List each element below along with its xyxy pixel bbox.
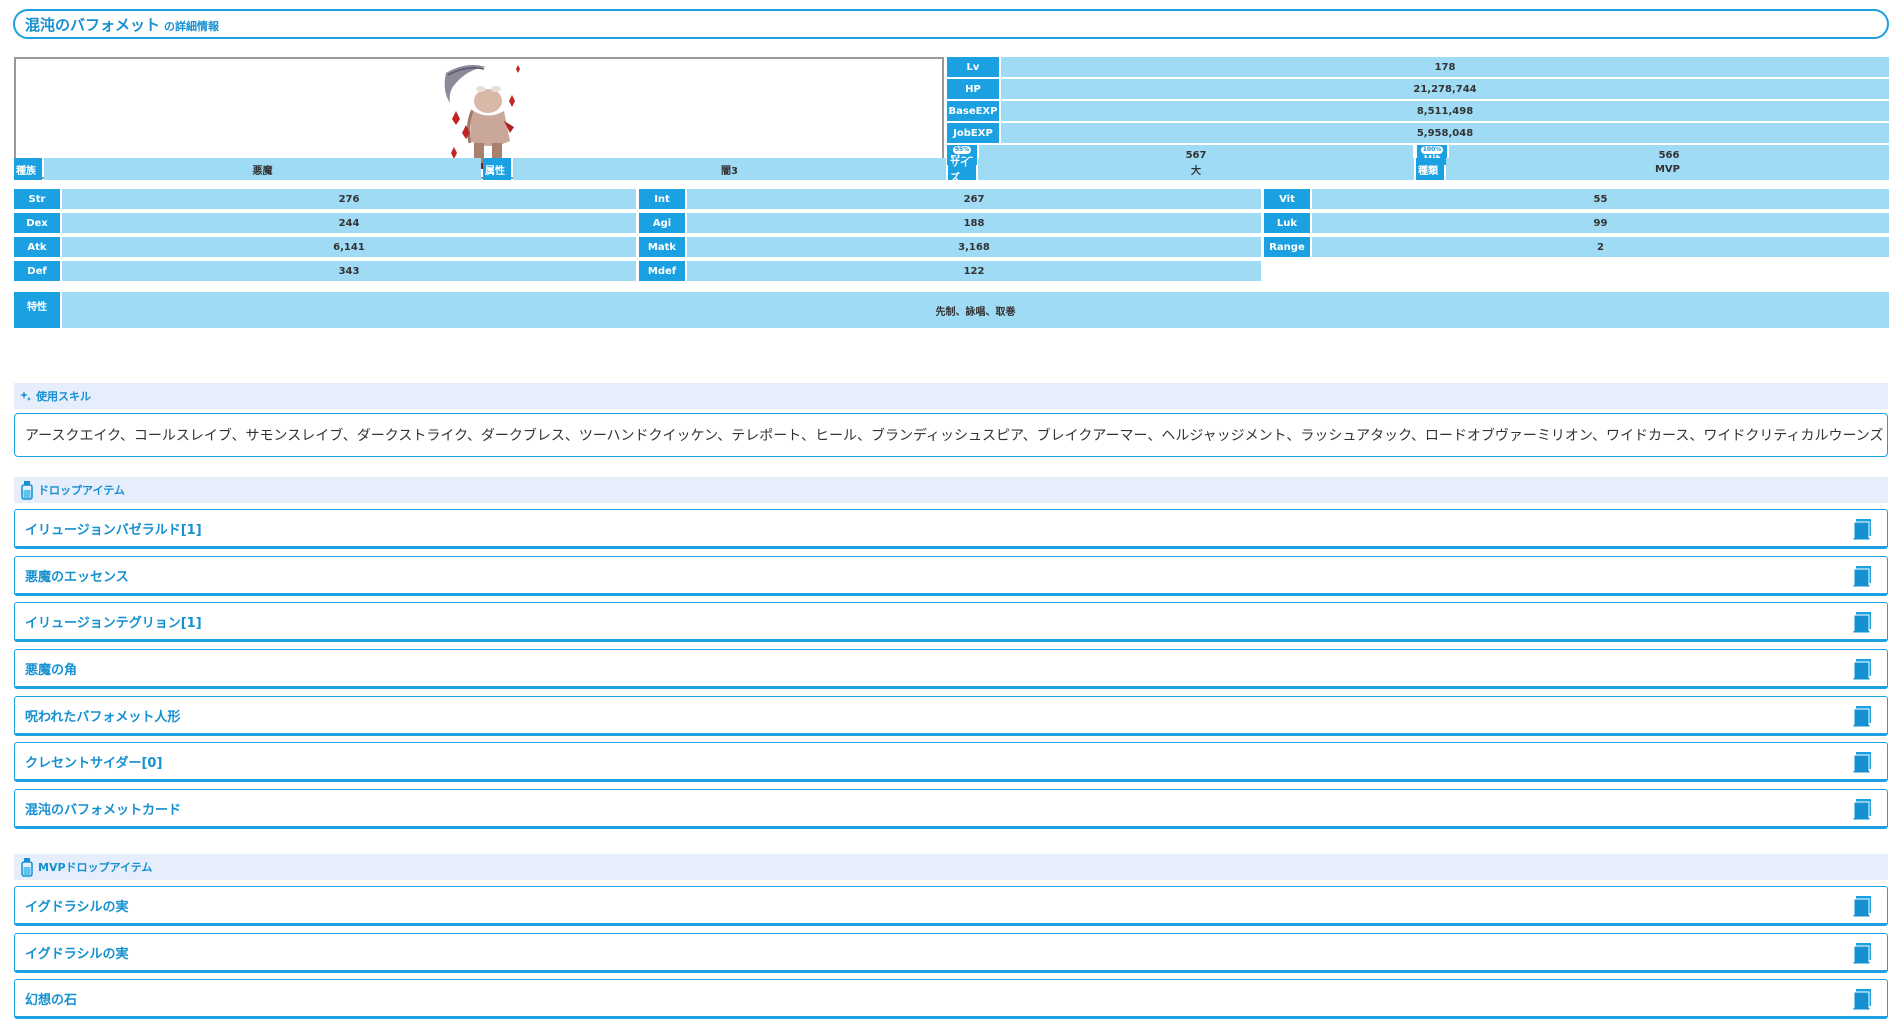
race-label: 種族 [14, 158, 42, 180]
drop-item-name: クレセントサイダー[0] [25, 755, 163, 771]
mvp-drop-item-link[interactable]: イグドラシルの実 [14, 933, 1888, 973]
matk-label: Matk [639, 237, 685, 257]
int-label: Int [639, 189, 685, 209]
flee-badge: 95% [952, 145, 972, 154]
agi-label: Agi [639, 213, 685, 233]
drop-item-link[interactable]: 悪魔の角 [14, 649, 1888, 689]
hp-value: 21,278,744 [1001, 79, 1889, 99]
mdef-value: 122 [687, 261, 1261, 281]
book-icon[interactable] [1853, 798, 1873, 824]
mvp-drop-item-name: イグドラシルの実 [25, 899, 129, 915]
book-icon[interactable] [1853, 942, 1873, 968]
skills-heading: 使用スキル [36, 390, 91, 403]
size-label: サイズ [948, 158, 976, 184]
int-value: 267 [687, 189, 1261, 209]
book-icon[interactable] [1853, 518, 1873, 544]
page-title-bar: 混沌のバフォメット の詳細情報 [13, 9, 1889, 39]
drop-item-name: イリュージョンバゼラルド[1] [25, 522, 202, 538]
mvp-drop-item-link[interactable]: イグドラシルの実 [14, 886, 1888, 926]
str-label: Str [14, 189, 60, 209]
sparkle-icon [20, 390, 32, 402]
drop-item-link[interactable]: 悪魔のエッセンス [14, 556, 1888, 596]
atk-label: Atk [14, 237, 60, 257]
def-label: Def [14, 261, 60, 281]
book-icon[interactable] [1853, 988, 1873, 1014]
dex-label: Dex [14, 213, 60, 233]
size-value: 大 [978, 158, 1414, 180]
skills-list: アースクエイク、コールスレイブ、サモンスレイブ、ダークストライク、ダークブレス、… [14, 413, 1888, 457]
drop-item-link[interactable]: 呪われたバフォメット人形 [14, 696, 1888, 736]
base-exp-value: 8,511,498 [1001, 101, 1889, 121]
mvp-drops-section-header: MVPドロップアイテム [14, 854, 1888, 880]
book-icon[interactable] [1853, 658, 1873, 684]
hit-badge: 100% [1420, 145, 1444, 154]
book-icon[interactable] [1853, 751, 1873, 777]
skills-section-header: 使用スキル [14, 383, 1888, 409]
drop-item-name: 悪魔の角 [25, 662, 78, 678]
lv-label: Lv [947, 57, 999, 77]
element-value: 闇3 [513, 158, 946, 180]
hp-label: HP [947, 79, 999, 99]
page-title: 混沌のバフォメット [25, 15, 161, 34]
def-value: 343 [62, 261, 636, 281]
mvp-drop-item-link[interactable]: 幻想の石 [14, 979, 1888, 1019]
page-subtitle: の詳細情報 [164, 19, 220, 33]
book-icon[interactable] [1853, 565, 1873, 591]
atk-value: 6,141 [62, 237, 636, 257]
drops-section-header: ドロップアイテム [14, 477, 1888, 503]
drops-heading: ドロップアイテム [38, 484, 125, 497]
range-value: 2 [1312, 237, 1889, 257]
type-value: MVP [1446, 158, 1889, 180]
drop-item-link[interactable]: イリュージョンバゼラルド[1] [14, 509, 1888, 549]
str-value: 276 [62, 189, 636, 209]
luk-value: 99 [1312, 213, 1889, 233]
job-exp-label: JobEXP [947, 123, 999, 143]
book-icon[interactable] [1853, 705, 1873, 731]
agi-value: 188 [687, 213, 1261, 233]
vit-label: Vit [1264, 189, 1310, 209]
dex-value: 244 [62, 213, 636, 233]
range-label: Range [1264, 237, 1310, 257]
mvp-drops-heading: MVPドロップアイテム [38, 861, 153, 874]
drop-item-name: イリュージョンテグリョン[1] [25, 615, 202, 631]
monster-overview: Lv 178 HP 21,278,744 BaseEXP 8,511,498 J… [13, 57, 1889, 183]
book-icon[interactable] [1853, 895, 1873, 921]
mdef-label: Mdef [639, 261, 685, 281]
traits-value: 先制、詠唱、取巻 [62, 292, 1889, 328]
drop-item-name: 混沌のバフォメットカード [25, 802, 182, 818]
job-exp-value: 5,958,048 [1001, 123, 1889, 143]
drop-item-link[interactable]: 混沌のバフォメットカード [14, 789, 1888, 829]
luk-label: Luk [1264, 213, 1310, 233]
bottle-icon [20, 480, 34, 500]
matk-value: 3,168 [687, 237, 1261, 257]
lv-value: 178 [1001, 57, 1889, 77]
bottle-icon [20, 857, 34, 877]
drop-item-link[interactable]: イリュージョンテグリョン[1] [14, 602, 1888, 642]
traits-label: 特性 [14, 292, 60, 328]
mvp-drop-item-name: イグドラシルの実 [25, 946, 129, 962]
type-label: 種類 [1416, 158, 1444, 180]
mvp-drop-item-name: 幻想の石 [25, 992, 78, 1008]
book-icon[interactable] [1853, 611, 1873, 637]
race-value: 悪魔 [44, 158, 481, 180]
drop-item-name: 呪われたバフォメット人形 [25, 709, 181, 725]
base-exp-label: BaseEXP [947, 101, 999, 121]
element-label: 属性 [483, 158, 511, 180]
monster-sprite [444, 65, 520, 169]
monster-detail-page: 混沌のバフォメット の詳細情報 [13, 9, 1889, 1019]
drop-item-link[interactable]: クレセントサイダー[0] [14, 742, 1888, 782]
skills-text: アースクエイク、コールスレイブ、サモンスレイブ、ダークストライク、ダークブレス、… [25, 428, 1884, 444]
vit-value: 55 [1312, 189, 1889, 209]
drop-item-name: 悪魔のエッセンス [25, 569, 129, 585]
